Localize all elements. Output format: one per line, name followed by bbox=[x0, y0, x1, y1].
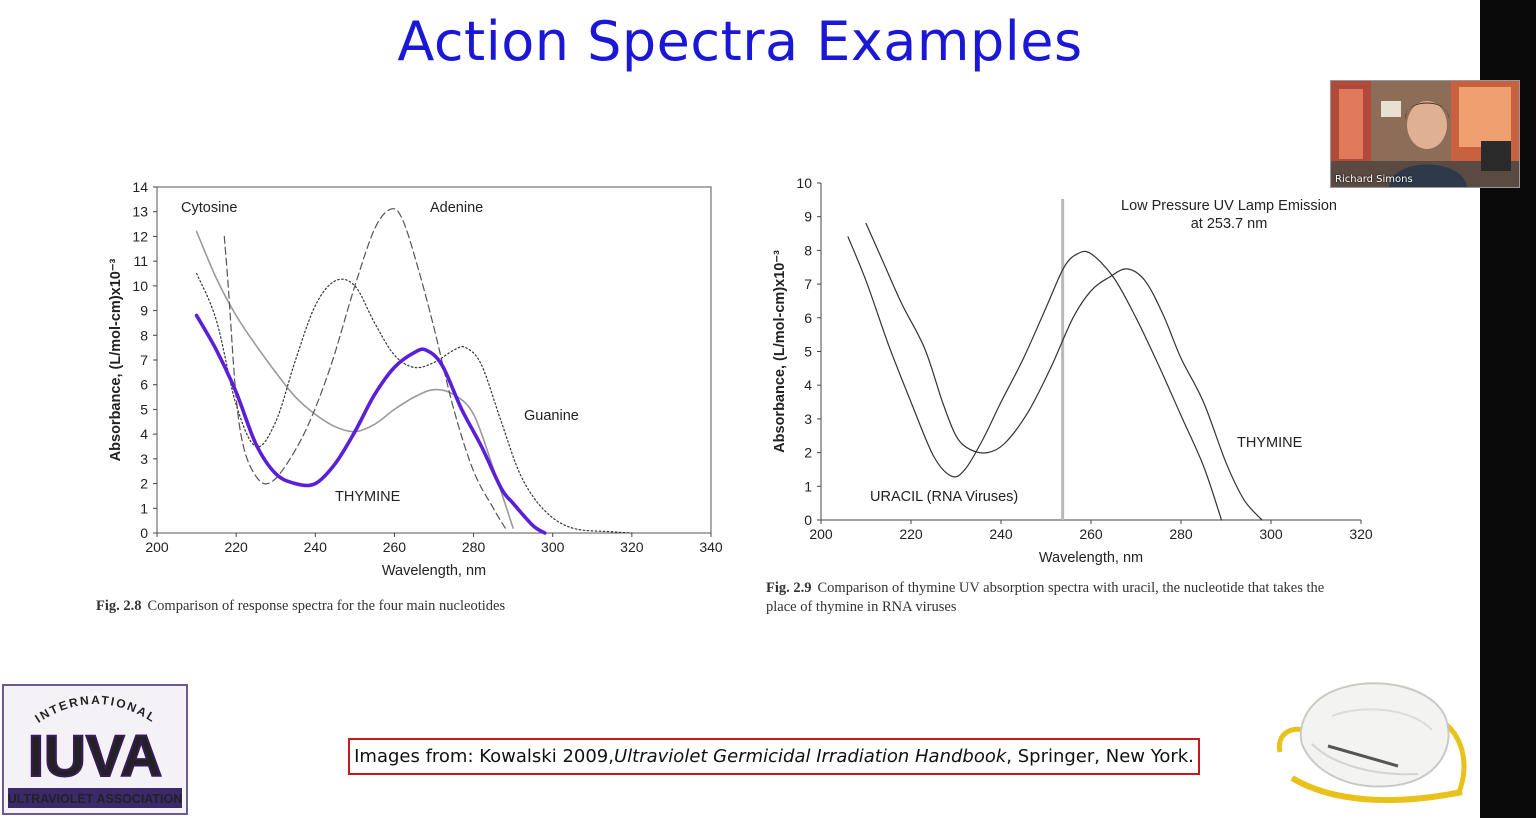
logo-main-text: IUVA bbox=[28, 724, 162, 789]
series-uracil-rna-viruses-line bbox=[847, 236, 1223, 521]
y-tick-label: 2 bbox=[804, 445, 812, 461]
x-axis-label: Wavelength, nm bbox=[382, 563, 486, 579]
series-adenine-line bbox=[223, 208, 506, 529]
participant-video-tile[interactable]: Richard Simons bbox=[1330, 80, 1520, 188]
y-tick-label: 1 bbox=[804, 478, 812, 494]
y-tick-label: 10 bbox=[132, 278, 148, 294]
y-tick-label: 3 bbox=[140, 451, 148, 467]
series-annotation-label: URACIL (RNA Viruses) bbox=[870, 489, 1018, 505]
x-tick-label: 260 bbox=[1079, 526, 1103, 542]
y-tick-label: 3 bbox=[804, 411, 812, 427]
y-tick-label: 5 bbox=[140, 401, 148, 417]
y-tick-label: 7 bbox=[140, 352, 148, 368]
y-tick-label: 1 bbox=[140, 500, 148, 516]
participant-video-feed bbox=[1331, 81, 1519, 187]
y-tick-label: 6 bbox=[804, 310, 812, 326]
series-annotation-label: Adenine bbox=[430, 200, 483, 216]
slide: Action Spectra Examples 200 220 240 260 280 3… bbox=[2, 10, 1476, 815]
uv-lamp-label-line1: Low Pressure UV Lamp Emission bbox=[1121, 198, 1337, 214]
figure-2-9-caption: Fig. 2.9 Comparison of thymine UV absorpt… bbox=[766, 579, 1396, 617]
y-tick-label: 4 bbox=[804, 377, 812, 393]
x-tick-label: 240 bbox=[989, 526, 1013, 542]
y-tick-label: 8 bbox=[140, 327, 148, 343]
series-annotation-label: THYMINE bbox=[335, 489, 401, 505]
y-tick-label: 9 bbox=[804, 209, 812, 225]
series-cytosine-line bbox=[195, 230, 514, 529]
y-tick-label: 2 bbox=[140, 476, 148, 492]
participant-name: Richard Simons bbox=[1335, 174, 1413, 185]
plot-frame bbox=[156, 186, 712, 534]
x-tick-label: 260 bbox=[383, 539, 407, 555]
y-tick-label: 0 bbox=[804, 512, 812, 528]
y-axis-label: Absorbance, (L/mol-cm)x10⁻³ bbox=[772, 250, 788, 453]
y-tick-label: 6 bbox=[140, 377, 148, 393]
x-tick-label: 280 bbox=[1169, 526, 1193, 542]
y-tick-label: 11 bbox=[133, 253, 148, 269]
x-tick-label: 300 bbox=[1259, 526, 1283, 542]
series-thymine-line bbox=[865, 222, 1263, 521]
x-tick-label: 300 bbox=[541, 539, 565, 555]
y-tick-label: 4 bbox=[140, 426, 148, 442]
y-tick-label: 8 bbox=[804, 242, 812, 258]
x-tick-label: 340 bbox=[699, 539, 723, 555]
series-annotation-label: THYMINE bbox=[1237, 435, 1303, 451]
x-tick-label: 320 bbox=[1349, 526, 1373, 542]
x-tick-label: 200 bbox=[809, 526, 833, 542]
thymine-uracil-chart: 200 220 240 260 280 300 320 0 1 2 3 4 5 6 7 8 9 10 Wavelen… bbox=[772, 175, 1373, 566]
image-citation: Images from: Kowalski 2009, Ultraviolet … bbox=[348, 738, 1200, 775]
series-annotation-label: Guanine bbox=[524, 408, 579, 424]
y-axis-label: Absorbance, (L/mol-cm)x10⁻³ bbox=[108, 259, 124, 462]
x-tick-label: 320 bbox=[620, 539, 644, 555]
series-annotation-label: Cytosine bbox=[181, 200, 237, 216]
logo-bottom-text: ULTRAVIOLET ASSOCIATION bbox=[8, 792, 183, 806]
x-tick-label: 280 bbox=[462, 539, 486, 555]
x-tick-label: 240 bbox=[304, 539, 328, 555]
n95-mask-image bbox=[1272, 674, 1476, 812]
iuva-logo: INTERNATIONAL IUVA ULTRAVIOLET ASSOCIATI… bbox=[2, 684, 188, 815]
figure-2-8-label: Fig. 2.8 bbox=[96, 598, 142, 614]
figure-2-9-text-line1: Comparison of thymine UV absorption spec… bbox=[817, 580, 1325, 596]
citation-prefix: Images from: Kowalski 2009, bbox=[354, 746, 614, 767]
y-tick-label: 5 bbox=[804, 344, 812, 360]
y-tick-label: 9 bbox=[140, 303, 148, 319]
series-thymine-line bbox=[194, 313, 547, 535]
y-tick-label: 10 bbox=[796, 175, 812, 191]
y-tick-label: 14 bbox=[132, 179, 148, 195]
y-tick-label: 0 bbox=[140, 525, 148, 541]
x-tick-label: 200 bbox=[145, 539, 169, 555]
x-tick-label: 220 bbox=[224, 539, 248, 555]
x-axis-label: Wavelength, nm bbox=[1039, 550, 1143, 566]
x-tick-label: 220 bbox=[899, 526, 923, 542]
y-tick-label: 13 bbox=[132, 204, 148, 220]
figure-2-8-caption: Fig. 2.8 Comparison of response spectra f… bbox=[96, 597, 505, 616]
uv-lamp-label-line2: at 253.7 nm bbox=[1191, 216, 1268, 232]
figure-2-9-text-line2: place of thymine in RNA viruses bbox=[766, 599, 957, 615]
figure-2-9-label: Fig. 2.9 bbox=[766, 580, 812, 596]
series-guanine-line bbox=[196, 272, 633, 534]
y-tick-label: 12 bbox=[132, 228, 148, 244]
y-tick-label: 7 bbox=[804, 276, 812, 292]
slide-title: Action Spectra Examples bbox=[397, 10, 1083, 73]
figure-2-8-text: Comparison of response spectra for the f… bbox=[147, 598, 506, 614]
citation-suffix: , Springer, New York. bbox=[1006, 746, 1194, 767]
nucleotide-spectra-chart: 200 220 240 260 280 300 320 3400123456789101112… bbox=[108, 179, 723, 579]
citation-book-title: Ultraviolet Germicidal Irradiation Handb… bbox=[613, 746, 1007, 767]
